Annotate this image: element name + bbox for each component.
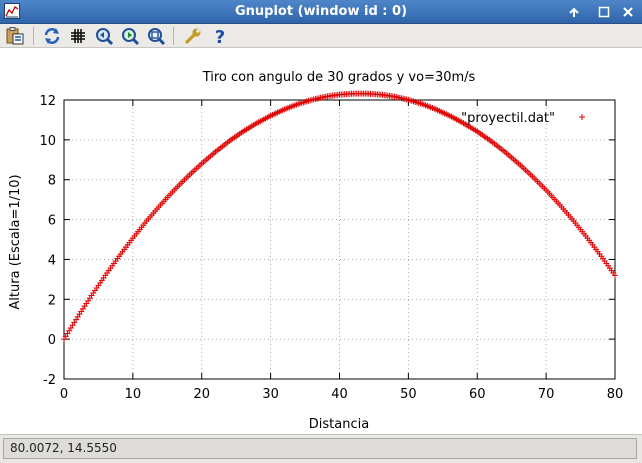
x-tick-label: 20	[193, 387, 210, 402]
legend-marker	[579, 114, 585, 120]
previous-zoom-button[interactable]	[94, 26, 114, 46]
chart-title: Tiro con angulo de 30 grados y vo=30m/s	[202, 70, 476, 85]
data-points	[61, 90, 618, 343]
y-axis-label: Altura (Escala=1/10)	[8, 174, 23, 309]
y-tick-label: 4	[48, 253, 56, 268]
statusbar: 80.0072, 14.5550	[0, 434, 642, 463]
preferences-button[interactable]	[183, 26, 203, 46]
wrench-icon	[185, 28, 201, 44]
x-tick-labels: 0 10 20 30 40 50 60 70 80	[60, 387, 623, 402]
x-tick-label: 50	[400, 387, 417, 402]
window-title: Gnuplot (window id : 0)	[234, 4, 408, 19]
zoom-previous-icon	[96, 28, 114, 46]
close-button[interactable]	[620, 4, 636, 20]
help-arrow-button[interactable]	[566, 4, 582, 20]
restore-icon	[598, 6, 610, 18]
x-tick-label: 30	[262, 387, 279, 402]
window-titlebar[interactable]: Gnuplot (window id : 0)	[0, 0, 642, 24]
grid-icon	[71, 29, 85, 43]
clipboard-icon	[6, 27, 24, 45]
x-tick-label: 70	[538, 387, 555, 402]
refresh-icon	[44, 28, 60, 44]
help-icon: ?	[215, 27, 225, 46]
data-point	[612, 272, 618, 279]
y-tick-label: 8	[48, 174, 56, 189]
next-zoom-button[interactable]	[120, 26, 140, 46]
chart-grid	[64, 100, 615, 379]
y-tick-label: 0	[48, 333, 56, 348]
x-tick-label: 40	[331, 387, 348, 402]
y-tick-label: 6	[48, 214, 56, 229]
toggle-grid-button[interactable]	[68, 26, 88, 46]
trajectory-chart[interactable]: -2 0 2 4 6 8 10 12 0 10 20 30 40 50 60 70 80 Tiro con a…	[0, 48, 642, 434]
axis-ticks	[63, 99, 616, 380]
zoom-next-icon	[122, 28, 140, 46]
autoscale-button[interactable]	[146, 26, 166, 46]
y-tick-label: 10	[39, 134, 56, 149]
legend-plus-marker	[579, 114, 585, 120]
y-tick-label: 12	[39, 94, 56, 109]
zoom-autoscale-icon	[148, 28, 166, 46]
mouse-coordinates-readout: 80.0072, 14.5550	[3, 438, 637, 459]
svg-text:?: ?	[215, 27, 225, 46]
legend-entry-label: "proyectil.dat"	[461, 111, 555, 126]
plot-area[interactable]: -2 0 2 4 6 8 10 12 0 10 20 30 40 50 60 70 80 Tiro con a…	[0, 48, 642, 434]
x-tick-label: 80	[607, 387, 624, 402]
y-tick-label: -2	[43, 373, 56, 388]
x-tick-label: 10	[125, 387, 142, 402]
up-arrow-icon	[569, 7, 579, 17]
x-tick-label: 60	[469, 387, 486, 402]
gnuplot-app-icon	[4, 3, 20, 19]
y-tick-label: 2	[48, 293, 56, 308]
toolbar: ?	[0, 24, 642, 48]
minimize-button[interactable]	[596, 4, 612, 20]
x-tick-label: 0	[60, 387, 68, 402]
help-button[interactable]: ?	[210, 26, 230, 46]
x-axis-label: Distancia	[309, 417, 369, 432]
copy-to-clipboard-button[interactable]	[5, 26, 25, 46]
y-tick-labels: -2 0 2 4 6 8 10 12	[39, 94, 56, 388]
replot-button[interactable]	[42, 26, 62, 46]
plot-frame	[63, 99, 616, 380]
close-icon	[623, 7, 633, 17]
